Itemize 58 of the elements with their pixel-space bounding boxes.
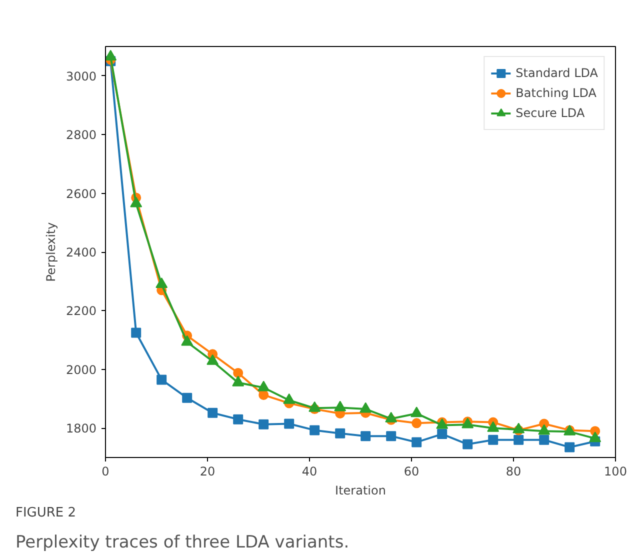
point (232, 376, 244, 386)
point (538, 424, 550, 435)
point (564, 442, 575, 452)
x-tick-label: 100 (604, 464, 627, 478)
point (283, 393, 296, 404)
point (514, 434, 524, 445)
caption: FIGURE 2 (16, 506, 76, 520)
point (386, 431, 396, 442)
point (206, 354, 219, 365)
point (233, 414, 244, 424)
point (462, 439, 473, 450)
point (182, 392, 192, 403)
point (437, 429, 448, 440)
point (412, 437, 422, 448)
y-tick-label: 3000 (66, 69, 97, 84)
point (208, 408, 218, 418)
point (308, 401, 321, 412)
point (233, 368, 244, 378)
y-tick-label: 2400 (66, 246, 97, 260)
point (181, 335, 194, 346)
point (130, 196, 142, 208)
point (258, 390, 269, 400)
x-axis-title: Iteration (335, 484, 386, 498)
point (131, 328, 142, 338)
point (410, 406, 423, 418)
point (360, 431, 371, 442)
y-tick-label: 1800 (66, 422, 97, 436)
y-axis-title: Perplexity (44, 222, 58, 282)
legend-label: Batching LDA (516, 86, 596, 100)
y-tick-label: 2000 (66, 362, 97, 377)
point (310, 425, 320, 436)
point (512, 422, 525, 434)
point (258, 419, 269, 430)
point (156, 374, 167, 385)
point (284, 418, 294, 429)
x-tick-label: 40 (302, 464, 318, 478)
x-tick-label: 60 (404, 464, 420, 478)
point (589, 432, 602, 442)
point (539, 434, 550, 445)
point (487, 421, 500, 432)
x-tick-label: 0 (102, 464, 110, 478)
point (258, 380, 270, 392)
point (412, 418, 422, 428)
text: Perplexity traces of three LDA variants. (16, 532, 350, 552)
point (488, 434, 498, 445)
x-tick-label: 20 (200, 464, 216, 478)
point (360, 402, 372, 413)
y-tick-label: 2600 (66, 186, 97, 201)
legend-label: Standard LDA (516, 66, 598, 80)
y-tick-label: 2800 (66, 128, 97, 142)
legend-label: Secure LDA (516, 106, 585, 120)
point (335, 428, 346, 438)
point (385, 412, 398, 422)
x-tick-label: 80 (506, 464, 522, 478)
y-tick-label: 2200 (66, 304, 97, 318)
point (156, 277, 168, 288)
point (334, 400, 346, 412)
point (106, 50, 117, 60)
